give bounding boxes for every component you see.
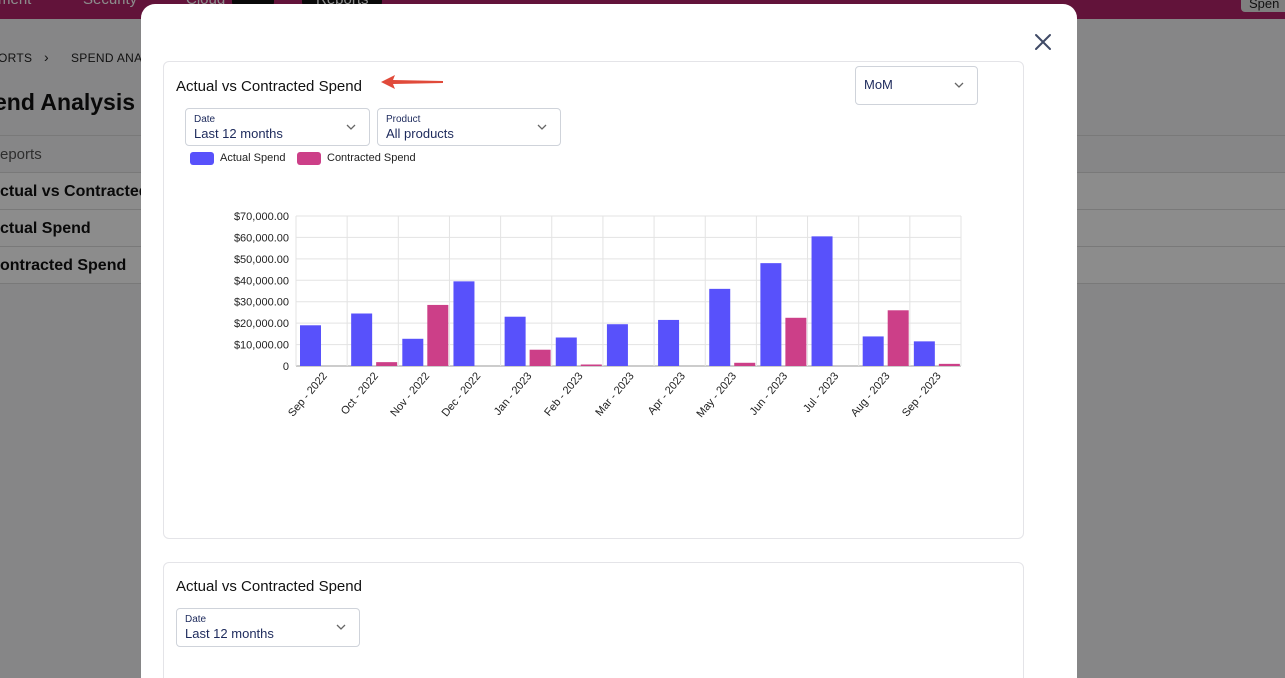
x-tick-label: Oct - 2022 (339, 370, 381, 417)
bar-actual-spend (709, 288, 731, 366)
x-tick-label: Sep - 2022 (286, 370, 330, 419)
bar-actual-spend (811, 236, 833, 366)
period-select[interactable]: MoM (855, 66, 978, 105)
x-tick-label: Aug - 2023 (849, 370, 893, 419)
bar-actual-spend (658, 319, 680, 366)
breadcrumb-spend-analysis[interactable]: SPEND ANAL (71, 51, 150, 65)
y-tick-label: $20,000.00 (234, 318, 289, 330)
chevron-down-icon (346, 124, 356, 130)
x-tick-label: Feb - 2023 (542, 370, 585, 418)
bar-contracted-spend (427, 304, 449, 366)
bar-actual-spend (760, 263, 782, 366)
chevron-right-icon: › (44, 49, 49, 65)
bar-actual-spend (606, 324, 628, 366)
nav-item-security[interactable]: Security (83, 0, 137, 8)
bar-actual-spend (453, 281, 475, 366)
y-tick-label: $30,000.00 (234, 297, 289, 309)
chevron-down-icon (537, 124, 547, 130)
bar-contracted-spend (734, 362, 756, 366)
bar-contracted-spend (376, 362, 398, 366)
bar-contracted-spend (580, 364, 602, 366)
x-tick-label: Dec - 2022 (440, 370, 484, 419)
date-filter[interactable]: Date Last 12 months (176, 608, 360, 647)
bar-contracted-spend (529, 349, 551, 366)
bar-actual-spend (351, 313, 373, 366)
x-tick-label: Apr - 2023 (646, 370, 688, 417)
x-tick-label: Jun - 2023 (748, 370, 791, 418)
y-tick-label: $60,000.00 (234, 232, 289, 244)
x-tick-label: Nov - 2022 (388, 370, 432, 419)
bar-contracted-spend (887, 310, 909, 366)
chevron-down-icon (954, 82, 964, 88)
bar-actual-spend (555, 337, 577, 366)
y-tick-label: 0 (283, 361, 289, 373)
bar-contracted-spend (785, 317, 807, 366)
card-title: Actual vs Contracted Spend (176, 578, 362, 595)
x-tick-label: Sep - 2023 (900, 370, 944, 419)
close-icon (1035, 34, 1051, 50)
report-modal: Actual vs Contracted Spend MoM Date Last… (141, 4, 1077, 678)
card-title: Actual vs Contracted Spend (176, 78, 362, 95)
bar-actual-spend (913, 341, 935, 366)
bar-contracted-spend (938, 363, 960, 366)
x-tick-label: May - 2023 (695, 370, 740, 420)
legend-swatch-actual (190, 152, 214, 165)
y-tick-label: $70,000.00 (234, 211, 289, 223)
chevron-down-icon (336, 624, 346, 630)
x-tick-label: Mar - 2023 (593, 370, 636, 418)
x-tick-label: Jan - 2023 (492, 370, 535, 418)
nav-item-assessment[interactable]: ment (0, 0, 31, 8)
y-tick-label: $10,000.00 (234, 340, 289, 352)
y-tick-label: $40,000.00 (234, 275, 289, 287)
breadcrumb-reports[interactable]: ORTS (0, 51, 33, 65)
bar-actual-spend (300, 325, 321, 366)
bar-actual-spend (862, 336, 884, 366)
legend-swatch-contracted (297, 152, 321, 165)
chart-card: Actual vs Contracted Spend MoM Date Last… (163, 61, 1024, 539)
bar-actual-spend (504, 316, 526, 366)
bar-actual-spend (402, 338, 424, 366)
bar-chart: 0 $10,000.00 $20,000.00 $30,000.00 $40,000.0… (234, 211, 962, 420)
page-title: end Analysis (0, 89, 136, 115)
x-tick-label: Jul - 2023 (801, 370, 841, 415)
y-tick-label: $50,000.00 (234, 254, 289, 266)
chart-card-secondary: Actual vs Contracted Spend Date Last 12 … (163, 562, 1024, 678)
close-button[interactable] (1031, 30, 1055, 54)
product-filter[interactable]: Product All products (377, 108, 561, 146)
arrow-left-icon (381, 75, 443, 89)
date-filter[interactable]: Date Last 12 months (185, 108, 370, 146)
spend-button[interactable]: Spen (1241, 0, 1285, 12)
